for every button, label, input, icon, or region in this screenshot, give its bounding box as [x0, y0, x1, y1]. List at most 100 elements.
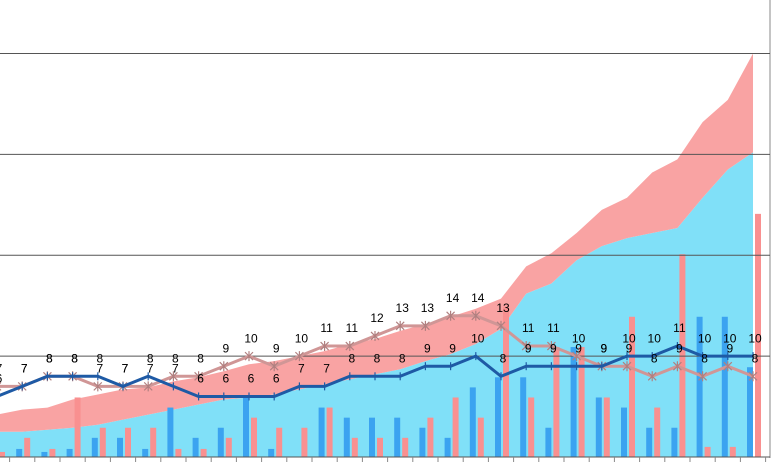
- data-label: 8: [399, 351, 406, 365]
- bar: [377, 437, 383, 457]
- bar: [545, 427, 552, 457]
- bar: [41, 451, 48, 457]
- marker: [345, 341, 355, 352]
- bar: [167, 407, 174, 457]
- data-label: 11: [522, 321, 535, 335]
- bar: [570, 347, 577, 457]
- bar: [477, 417, 484, 457]
- bar: [629, 316, 635, 457]
- data-label: 14: [446, 291, 460, 305]
- data-label: 9: [273, 341, 280, 355]
- marker: [748, 371, 758, 382]
- marker: [698, 371, 708, 382]
- marker: [143, 381, 153, 392]
- bar: [16, 448, 23, 457]
- marker: [496, 320, 506, 331]
- data-label: 9: [575, 341, 582, 355]
- bar: [654, 407, 661, 457]
- bar: [394, 417, 401, 457]
- bar: [696, 316, 703, 457]
- bar: [251, 417, 257, 457]
- bar: [268, 448, 275, 457]
- bar: [192, 437, 199, 457]
- bar: [646, 427, 653, 457]
- data-label: 11: [673, 321, 686, 335]
- bar: [301, 427, 308, 457]
- data-label: 8: [374, 351, 381, 365]
- data-label: 7: [122, 362, 129, 376]
- data-label: 14: [471, 291, 485, 305]
- bar: [225, 437, 232, 457]
- bar: [704, 446, 711, 457]
- data-label: 9: [600, 341, 607, 355]
- area: [0, 152, 753, 457]
- data-label: 6: [197, 372, 204, 386]
- data-label: 8: [147, 351, 154, 365]
- marker: [194, 371, 204, 382]
- data-label: 10: [648, 331, 662, 345]
- data-label: 8: [71, 351, 78, 365]
- marker: [471, 310, 481, 321]
- data-label: 6: [222, 372, 229, 386]
- bar: [318, 407, 325, 457]
- data-label: 11: [346, 321, 359, 335]
- marker: [93, 381, 103, 392]
- marker: [521, 341, 531, 352]
- data-label: 13: [396, 301, 410, 315]
- data-label: 7: [172, 362, 179, 376]
- bar: [603, 397, 610, 457]
- data-label: 13: [496, 301, 510, 315]
- bar: [66, 448, 73, 457]
- bar: [402, 437, 409, 457]
- bar: [125, 427, 131, 457]
- marker: [294, 351, 304, 362]
- marker: [647, 371, 657, 382]
- data-label: 7: [21, 362, 28, 376]
- bar: [721, 316, 728, 457]
- bar: [679, 254, 686, 457]
- bar: [99, 427, 106, 457]
- bar-layer: [0, 213, 761, 457]
- bar: [117, 437, 123, 457]
- bar: [452, 397, 459, 457]
- label-layer: 7788777889109101111121313141413111110998…: [0, 291, 762, 386]
- marker: [672, 361, 682, 372]
- data-label: 10: [723, 331, 737, 345]
- bar: [91, 437, 98, 457]
- data-label: 9: [600, 341, 607, 355]
- data-label: 10: [244, 331, 258, 345]
- bar: [528, 397, 535, 457]
- bar: [217, 427, 224, 457]
- bar: [276, 427, 283, 457]
- bar: [243, 397, 249, 457]
- bar: [24, 437, 31, 457]
- marker: [622, 361, 632, 372]
- data-label: 7: [147, 362, 154, 376]
- marker: [446, 310, 456, 321]
- bar: [495, 377, 501, 457]
- bar: [444, 437, 451, 457]
- data-label: 7: [0, 362, 3, 376]
- data-label: 7: [96, 362, 103, 376]
- bar: [74, 397, 81, 457]
- data-label: 8: [752, 351, 759, 365]
- data-label: 6: [273, 372, 280, 386]
- bar: [142, 448, 149, 457]
- bar: [747, 367, 753, 457]
- data-label: 7: [298, 362, 305, 376]
- data-label: 7: [323, 362, 330, 376]
- marker: [168, 371, 178, 382]
- bar: [503, 306, 509, 457]
- bar: [671, 427, 678, 457]
- data-label: 8: [46, 351, 53, 365]
- marker: [546, 341, 556, 352]
- data-label: 13: [421, 301, 435, 315]
- bar: [621, 407, 627, 457]
- data-label: 11: [547, 321, 560, 335]
- marker: [370, 330, 380, 341]
- bar: [755, 213, 761, 457]
- data-label: 9: [726, 341, 733, 355]
- data-label: 11: [320, 321, 333, 335]
- marker: [269, 361, 279, 372]
